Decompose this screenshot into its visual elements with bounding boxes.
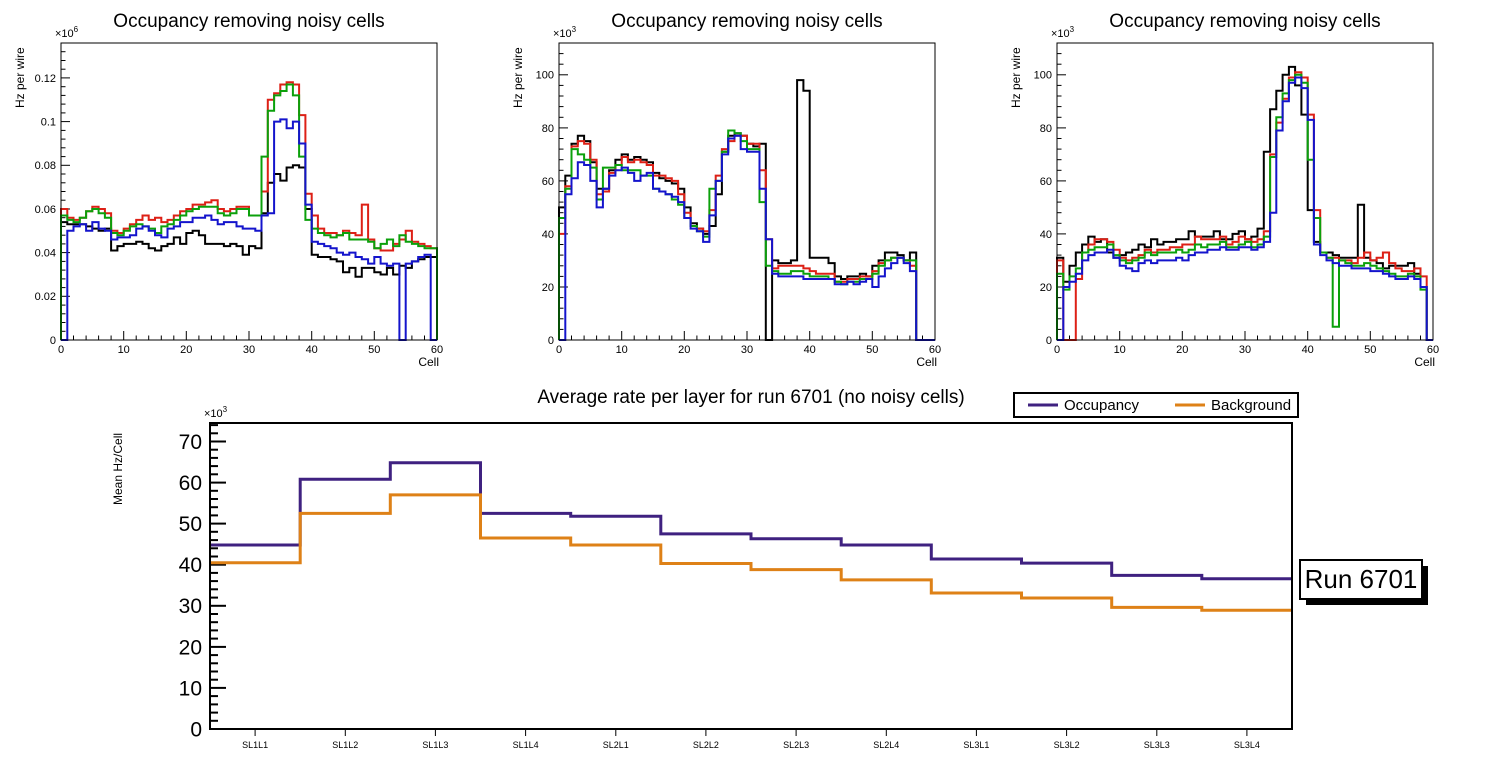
y-tick-label: 0.12: [35, 73, 56, 85]
y-tick-label: 0: [190, 718, 202, 741]
y-tick-label: 0.08: [35, 160, 56, 172]
legend-label: Background: [1211, 397, 1291, 414]
y-tick-label: 0: [1046, 335, 1052, 347]
y-tick-label: 40: [1040, 229, 1052, 241]
x-tick-label: 20: [1176, 344, 1188, 356]
y-tick-label: 0.06: [35, 204, 56, 216]
y-tick-label: 100: [1034, 70, 1052, 82]
y-tick-label: 20: [542, 282, 554, 294]
y-tick-label: 0: [548, 335, 554, 347]
series-green-histogram: [1056, 73, 1433, 341]
y-tick-label: 0.02: [35, 291, 56, 303]
series-black-histogram: [558, 79, 935, 341]
series-red-histogram: [1056, 71, 1433, 341]
x-axis-title: Cell: [1414, 355, 1435, 369]
x-tick-label: 10: [616, 344, 628, 356]
series-blue-histogram: [1057, 76, 1433, 341]
y-tick-label: 60: [542, 176, 554, 188]
chart-title: Occupancy removing noisy cells: [611, 11, 882, 32]
chart-title: Occupancy removing noisy cells: [113, 11, 384, 32]
x-tick-label: 40: [804, 344, 816, 356]
y-axis-title: Hz per wire: [13, 47, 27, 108]
x-tick-label: 30: [1239, 344, 1251, 356]
series-blue-histogram: [61, 118, 437, 341]
y-tick-label: 50: [179, 513, 202, 536]
series-black-histogram: [1056, 65, 1433, 341]
x-tick-label: 50: [1364, 344, 1376, 356]
x-category-label: SL2L3: [783, 740, 809, 750]
y-tick-label: 30: [179, 595, 202, 618]
y-tick-label: 0.1: [41, 116, 56, 128]
y-axis-title: Hz per wire: [1009, 47, 1023, 108]
x-category-label: SL1L3: [422, 740, 448, 750]
x-axis-title: Cell: [916, 355, 937, 369]
x-tick-label: 0: [58, 344, 64, 356]
x-tick-label: 50: [368, 344, 380, 356]
occupancy-histogram-pad-2: Occupancy removing noisy cells 0 20 40 60 80 1…: [498, 0, 996, 385]
x-category-label: SL2L2: [693, 740, 719, 750]
x-tick-label: 10: [1114, 344, 1126, 356]
y-tick-label: 70: [179, 431, 202, 454]
y-tick-label: 60: [1040, 176, 1052, 188]
x-tick-label: 30: [741, 344, 753, 356]
series-green-histogram: [60, 83, 438, 340]
x-tick-label: 20: [678, 344, 690, 356]
y-axis-exponent: ×103: [204, 405, 228, 420]
chart-title: Occupancy removing noisy cells: [1109, 11, 1380, 32]
x-category-label: SL2L1: [603, 740, 629, 750]
x-tick-label: 40: [1302, 344, 1314, 356]
y-axis-title: Hz per wire: [511, 47, 525, 108]
x-axis-title: Cell: [418, 355, 439, 369]
x-category-label: SL1L1: [242, 740, 268, 750]
average-rate-per-layer-pad: Average rate per layer for run 6701 (no …: [0, 385, 1496, 772]
y-axis-title: Mean Hz/Cell: [111, 433, 125, 505]
x-tick-label: 10: [118, 344, 130, 356]
occupancy-histogram-pad-3: Occupancy removing noisy cells 0 20 40 60 80 1…: [996, 0, 1494, 385]
y-axis-exponent: ×106: [55, 25, 79, 40]
series-green-histogram: [558, 129, 935, 341]
y-tick-label: 60: [179, 472, 202, 495]
y-tick-label: 20: [179, 636, 202, 659]
series-black-histogram: [60, 164, 438, 340]
y-tick-label: 100: [536, 70, 554, 82]
occupancy-histogram-pad-1: Occupancy removing noisy cells 0 0.02 0.04 0…: [0, 0, 498, 385]
x-category-label: SL3L1: [963, 740, 989, 750]
x-category-label: SL3L4: [1234, 740, 1260, 750]
series-Occupancy: [210, 461, 1292, 581]
x-tick-label: 60: [1427, 344, 1439, 356]
y-tick-label: 40: [179, 554, 202, 577]
x-category-label: SL1L2: [332, 740, 358, 750]
x-tick-label: 20: [180, 344, 192, 356]
x-category-label: SL1L4: [513, 740, 539, 750]
y-tick-label: 80: [542, 123, 554, 135]
y-axis-exponent: ×103: [553, 25, 577, 40]
y-tick-label: 10: [179, 677, 202, 700]
chart-title: Average rate per layer for run 6701 (no …: [537, 387, 964, 408]
x-tick-label: 60: [929, 344, 941, 356]
legend: Occupancy Background: [1013, 392, 1299, 418]
x-tick-label: 0: [1054, 344, 1060, 356]
x-tick-label: 50: [866, 344, 878, 356]
y-tick-label: 20: [1040, 282, 1052, 294]
series-blue-histogram: [559, 134, 935, 341]
x-tick-label: 0: [556, 344, 562, 356]
y-tick-label: 0.04: [35, 247, 56, 259]
x-tick-label: 30: [243, 344, 255, 356]
legend-label: Occupancy: [1064, 397, 1140, 414]
run-label: Run 6701: [1299, 559, 1428, 605]
y-axis-exponent: ×103: [1051, 25, 1075, 40]
x-category-label: SL3L3: [1144, 740, 1170, 750]
x-category-label: SL3L2: [1054, 740, 1080, 750]
y-tick-label: 40: [542, 229, 554, 241]
x-tick-label: 60: [431, 344, 443, 356]
x-tick-label: 40: [306, 344, 318, 356]
y-tick-label: 80: [1040, 123, 1052, 135]
y-tick-label: 0: [50, 335, 56, 347]
x-category-label: SL2L4: [873, 740, 899, 750]
series-Background: [210, 493, 1292, 612]
run-label-text: Run 6701: [1305, 564, 1418, 594]
